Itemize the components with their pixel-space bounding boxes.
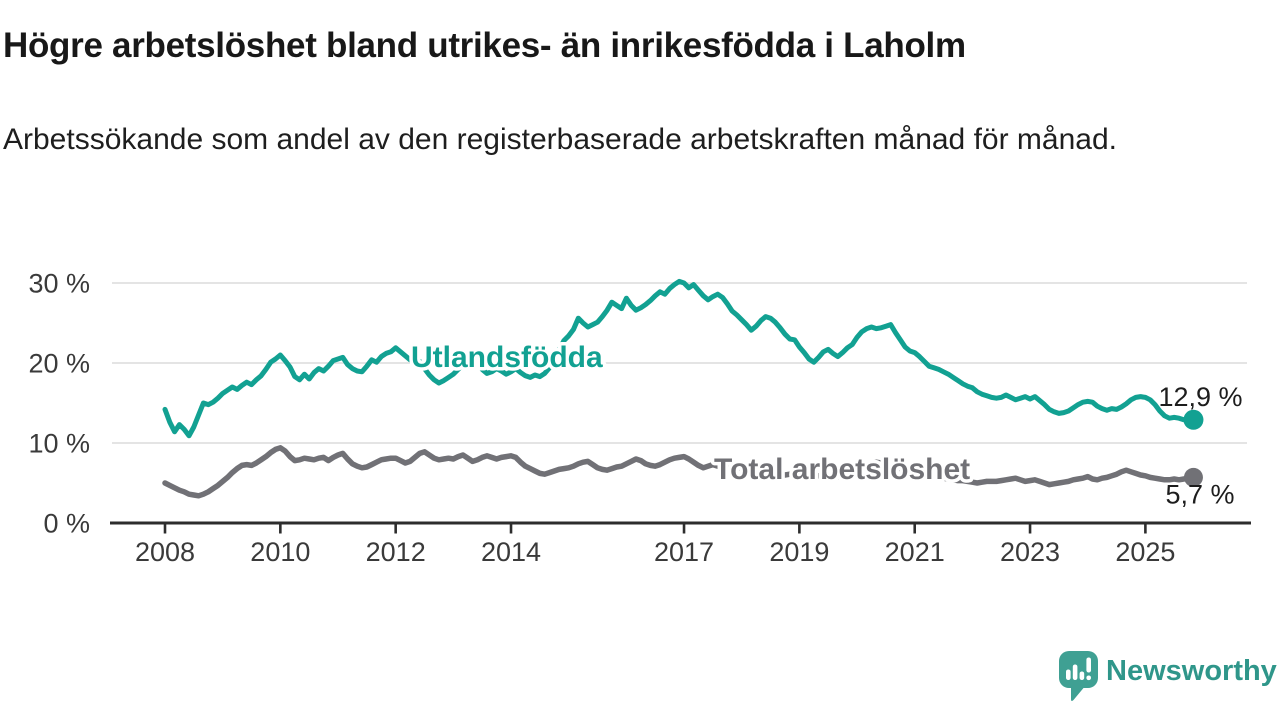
- series-line-utlandsfodda: [162, 278, 1196, 439]
- x-axis-tick-label: 2023: [1000, 537, 1060, 567]
- speech-bubble-shape: [1059, 651, 1098, 702]
- series-line-total-arbetsloshet: [162, 445, 1197, 499]
- x-axis-tick-label: 2019: [769, 537, 829, 567]
- bar-small-icon: [1066, 669, 1071, 680]
- bar-short-icon: [1079, 671, 1085, 680]
- series-label-total-arbetsloshet: Total arbetslöshet: [714, 453, 970, 486]
- series-end-dot-utlandsfodda: [1183, 409, 1204, 430]
- y-axis-tick-label: 20 %: [28, 349, 90, 379]
- series-value-label-total-arbetsloshet: 5,7 %: [1165, 479, 1234, 509]
- x-axis-tick-label: 2021: [885, 537, 945, 567]
- page-title: Högre arbetslöshet bland utrikes- än inr…: [3, 26, 966, 65]
- y-axis-tick-label: 30 %: [28, 269, 90, 299]
- page-subtitle: Arbetssökande som andel av den registerb…: [3, 123, 1117, 156]
- x-axis-tick-label: 2010: [250, 537, 310, 567]
- exclamation-dot-icon: [1086, 675, 1091, 681]
- y-axis-tick-label: 0 %: [43, 509, 90, 539]
- series-label-utlandsfodda: Utlandsfödda: [411, 341, 603, 374]
- y-axis-tick-label: 10 %: [28, 429, 90, 459]
- series-value-label-utlandsfodda: 12,9 %: [1158, 382, 1242, 412]
- x-axis-tick-label: 2012: [366, 537, 426, 567]
- series-end-dot-total-arbetsloshet: [1183, 467, 1203, 487]
- exclamation-bar-icon: [1086, 657, 1091, 673]
- newsworthy-logo: Newsworthy: [1058, 648, 1280, 708]
- x-axis-tick-label: 2017: [654, 537, 714, 567]
- x-axis-tick-label: 2025: [1115, 537, 1175, 567]
- x-axis-tick-label: 2014: [481, 537, 541, 567]
- bar-tall-icon: [1072, 664, 1078, 680]
- newsworthy-bars-speech-bubble-icon: [1059, 651, 1098, 702]
- newsworthy-logo-text: Newsworthy: [1106, 655, 1277, 687]
- x-axis-tick-label: 2008: [135, 537, 195, 567]
